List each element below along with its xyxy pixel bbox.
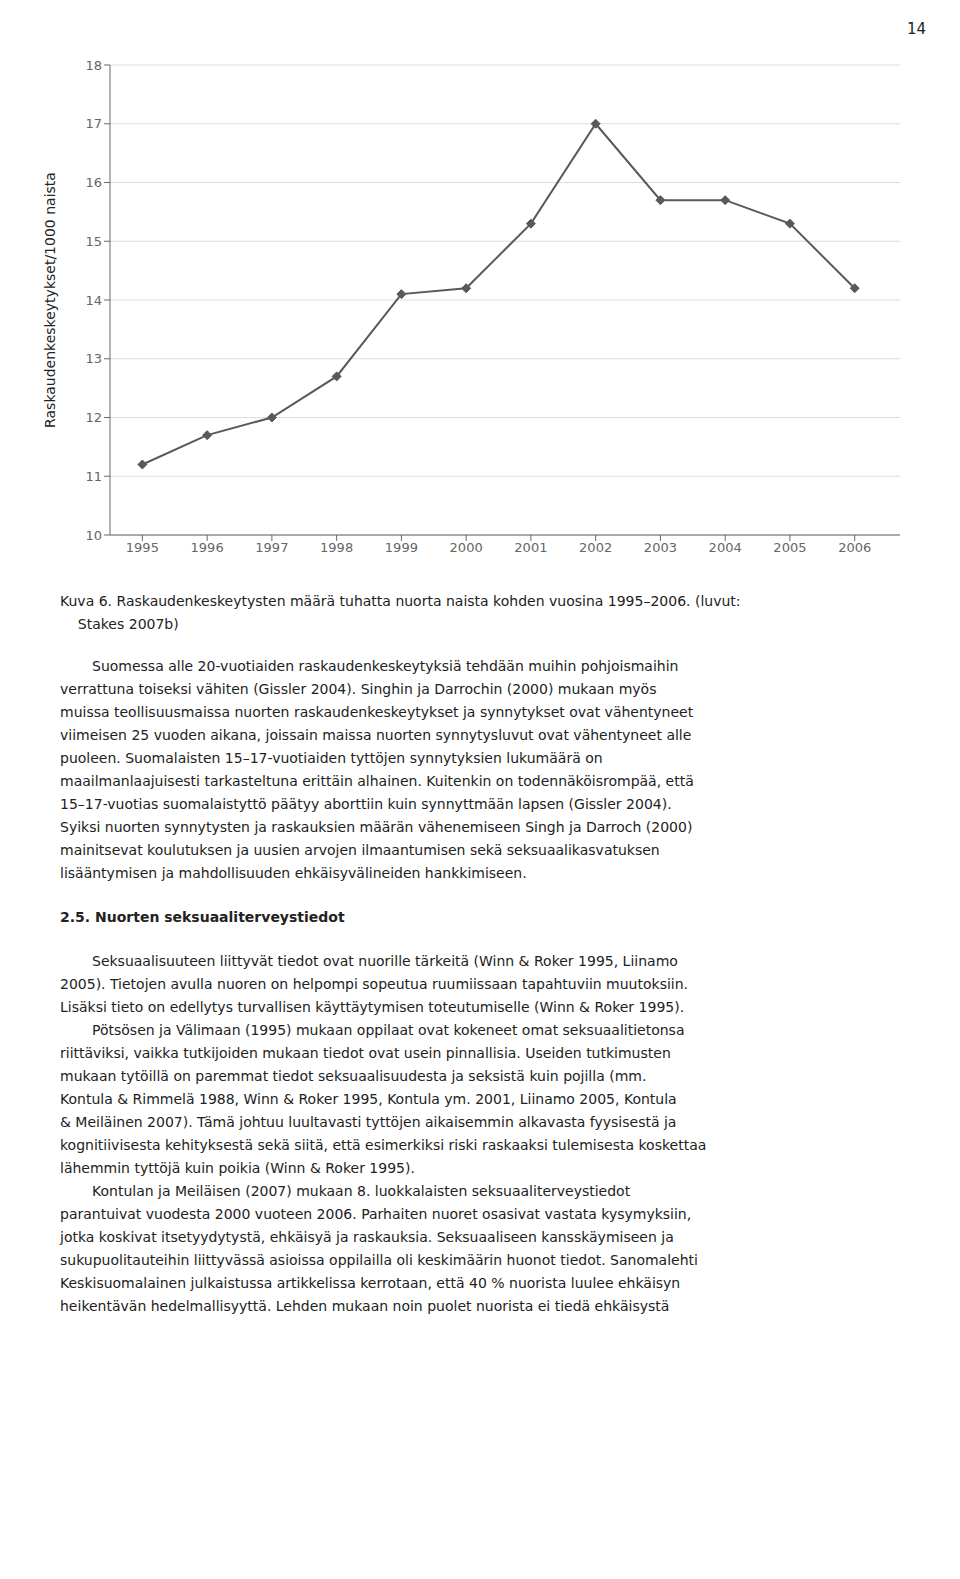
html-text:parantuivat vuodesta 2000 vuot: parantuivat vuodesta 2000 vuoteen 2006. … (60, 1206, 692, 1222)
html-text:muissa teollisuusmaissa nuorte: muissa teollisuusmaissa nuorten raskaude… (60, 704, 694, 720)
html-text:Kontula & Rimmelä 1988, Winn &: Kontula & Rimmelä 1988, Winn & Roker 199… (60, 1091, 677, 1107)
html-text:2.5. Nuorten seksuaaliterveyst: 2.5. Nuorten seksuaaliterveystiedot (60, 909, 345, 925)
svg-text:1997: 1997 (255, 540, 288, 555)
svg-text:2002: 2002 (579, 540, 612, 555)
html-text:kognitiivisesta kehityksestä s: kognitiivisesta kehityksestä sekä siitä,… (60, 1137, 707, 1153)
html-text:sukupuolitauteihin liittyvässä: sukupuolitauteihin liittyvässä asioissa … (60, 1252, 698, 1268)
svg-text:1996: 1996 (191, 540, 224, 555)
html-text:Suomessa alle 20-vuotiaiden ra: Suomessa alle 20-vuotiaiden raskaudenkes… (92, 658, 679, 674)
html-text:14: 14 (906, 20, 926, 38)
svg-text:10: 10 (85, 528, 102, 543)
html-text:jotka koskivat itsetyydytystä,: jotka koskivat itsetyydytystä, ehkäisyä … (60, 1229, 674, 1245)
svg-text:15: 15 (85, 234, 102, 249)
html-text:Kuva 6. Raskaudenkeskeytysten: Kuva 6. Raskaudenkeskeytysten määrä tuha… (60, 593, 741, 609)
svg-text:1995: 1995 (126, 540, 159, 555)
html-text:2005). Tietojen avulla nuoren: 2005). Tietojen avulla nuoren on helpomp… (60, 976, 688, 992)
html-text:Seksuaalisuuteen liittyvät tie: Seksuaalisuuteen liittyvät tiedot ovat n… (92, 953, 678, 969)
html-text:Keskisuomalainen julkaistussa: Keskisuomalainen julkaistussa artikkelis… (60, 1275, 681, 1291)
html-text:15–17-vuotias suomalaistyttö p: 15–17-vuotias suomalaistyttö päätyy abor… (60, 796, 672, 812)
svg-text:1998: 1998 (320, 540, 353, 555)
html-text:maailmanlaajuisesti tarkastelt: maailmanlaajuisesti tarkasteltuna erittä… (60, 773, 694, 789)
svg-text:2006: 2006 (838, 540, 871, 555)
html-text:mainitsevat koulutuksen ja uus: mainitsevat koulutuksen ja uusien arvoje… (60, 842, 660, 858)
svg-text:2005: 2005 (773, 540, 806, 555)
html-text:mukaan tytöillä on paremmat ti: mukaan tytöillä on paremmat tiedot seksu… (60, 1068, 647, 1084)
svg-text:2000: 2000 (450, 540, 483, 555)
svg-text:12: 12 (85, 410, 102, 425)
svg-text:2004: 2004 (709, 540, 742, 555)
html-text:verrattuna toiseksi vähiten (G: verrattuna toiseksi vähiten (Gissler 200… (60, 681, 657, 697)
svg-text:14: 14 (85, 293, 102, 308)
svg-text:2003: 2003 (644, 540, 677, 555)
html-text:Lisäksi tieto on edellytys tur: Lisäksi tieto on edellytys turvallisen k… (60, 999, 685, 1015)
html-text:riittäviksi, vaikka tutkijoide: riittäviksi, vaikka tutkijoiden mukaan t… (60, 1045, 671, 1061)
html-text:lisääntymisen ja mahdollisuude: lisääntymisen ja mahdollisuuden ehkäisyv… (60, 865, 527, 881)
html-text:lähemmin tyttöjä kuin poikia (: lähemmin tyttöjä kuin poikia (Winn & Rok… (60, 1160, 415, 1176)
svg-text:13: 13 (85, 351, 102, 366)
svg-text:16: 16 (85, 175, 102, 190)
html-text:puoleen. Suomalaisten 15–17-vu: puoleen. Suomalaisten 15–17-vuotiaiden t… (60, 750, 603, 766)
svg-text:17: 17 (85, 116, 102, 131)
html-text:Stakes 2007b): Stakes 2007b) (60, 616, 179, 632)
html-text:Syiksi nuorten synnytysten ja: Syiksi nuorten synnytysten ja raskauksie… (60, 819, 693, 835)
html-text:Pötsösen ja Välimaan (1995) mu: Pötsösen ja Välimaan (1995) mukaan oppil… (92, 1022, 685, 1038)
html-text:Kontulan ja Meiläisen (2007) m: Kontulan ja Meiläisen (2007) mukaan 8. l… (92, 1183, 631, 1199)
svg-text:2001: 2001 (514, 540, 547, 555)
svg-text:Raskaudenkeskeytykset/1000 nai: Raskaudenkeskeytykset/1000 naista (42, 172, 58, 428)
html-text:viimeisen 25 vuoden aikana, jo: viimeisen 25 vuoden aikana, joissain mai… (60, 727, 692, 743)
svg-text:18: 18 (85, 58, 102, 73)
html-text:& Meiläinen 2007). Tämä johtuu: & Meiläinen 2007). Tämä johtuu luultavas… (60, 1114, 677, 1130)
svg-text:1999: 1999 (385, 540, 418, 555)
html-text:heikentävän hedelmallisyyttä.: heikentävän hedelmallisyyttä. Lehden muk… (60, 1298, 670, 1314)
svg-text:11: 11 (85, 469, 102, 484)
